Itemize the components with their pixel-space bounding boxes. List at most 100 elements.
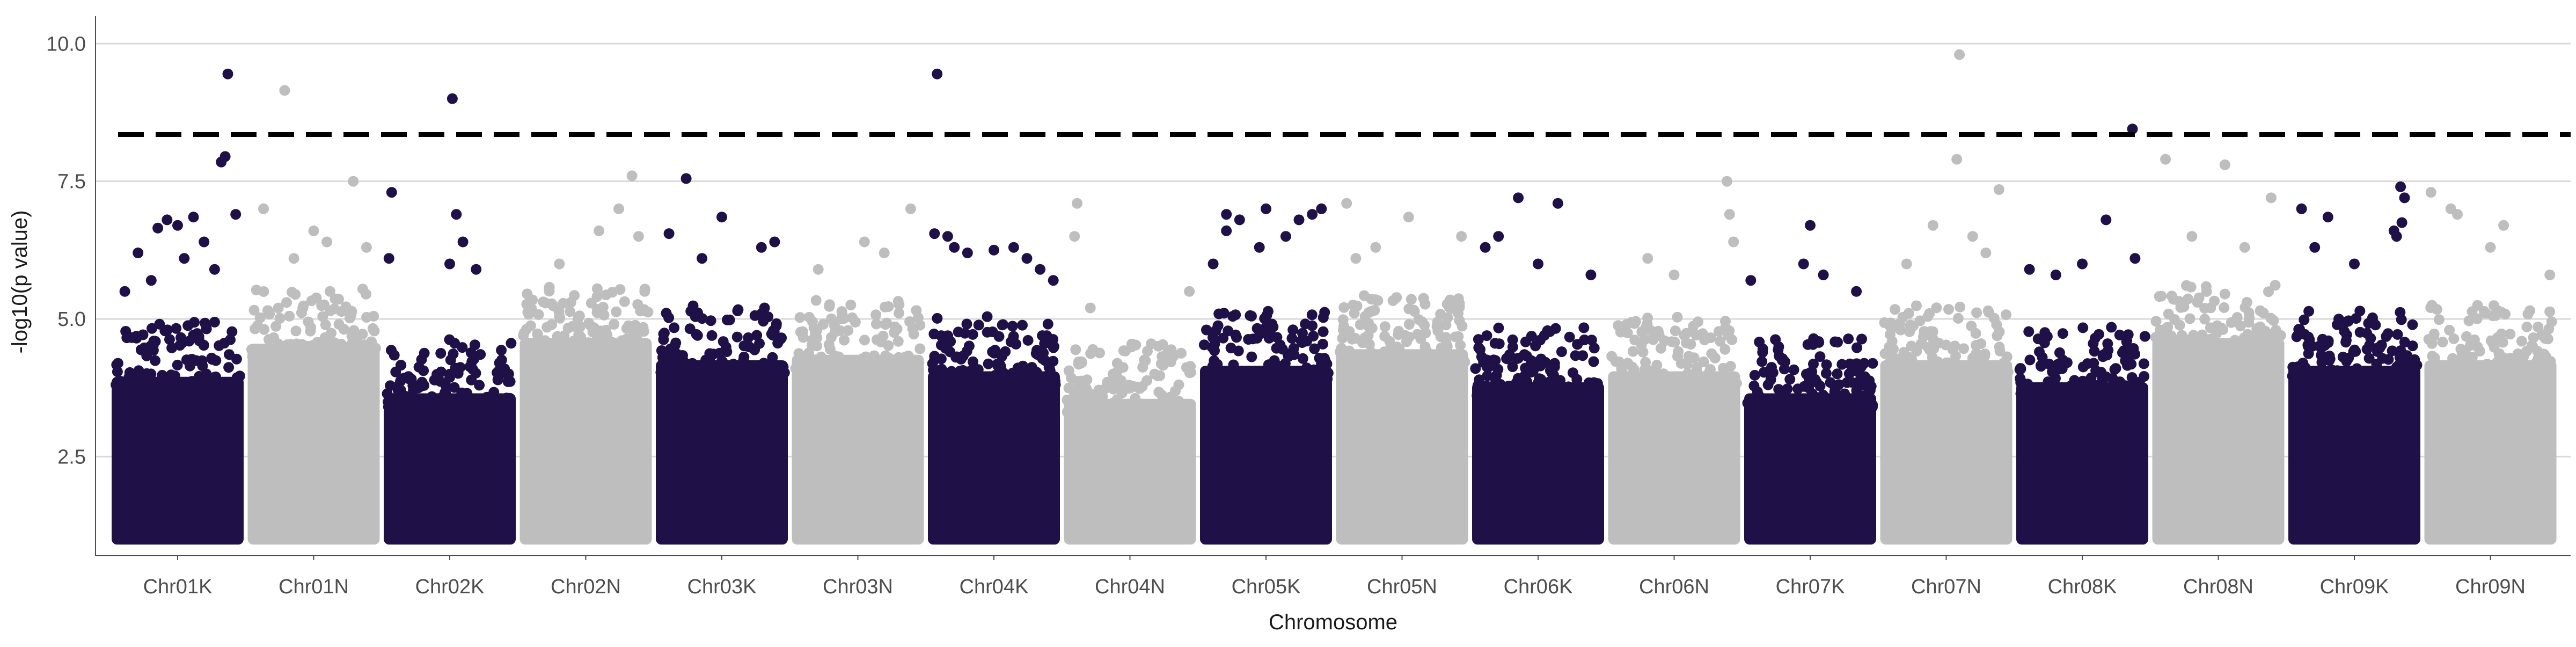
snp-point [674,356,685,367]
snp-point [1588,356,1599,367]
snp-point [1494,338,1505,350]
snp-point [1403,303,1415,315]
significant-snp-point [1350,253,1362,264]
snp-point [1278,363,1290,374]
snp-point [2244,312,2255,323]
snp-point [1549,358,1560,369]
snp-point [2057,328,2068,339]
snp-point [175,332,186,343]
snp-point [1784,374,1796,385]
snp-point [1526,331,1537,342]
snp-point [254,351,265,362]
snp-point [2192,297,2203,308]
snp-point [1867,358,1878,369]
snp-point [1230,329,1241,340]
x-tick-label: Chr01N [279,576,349,598]
snp-point [2029,390,2040,401]
snp-point [1384,336,1395,347]
snp-point [1700,373,1711,384]
snp-point [418,365,429,376]
snp-point [859,335,870,346]
snp-point [1365,306,1377,317]
significant-snp-point [2399,192,2410,203]
snp-point [329,303,340,315]
snp-point [1577,350,1589,361]
snp-point [1726,374,1738,386]
snp-point [1246,310,1257,322]
significant-snp-point [594,225,605,236]
snp-point [1864,397,1876,409]
snp-point [2323,335,2334,346]
snp-point [1287,324,1299,336]
snp-point [225,334,236,345]
snp-point [871,318,882,330]
snp-point [776,332,787,344]
snp-point [628,346,639,358]
snp-point [911,305,922,316]
snp-point [1927,326,1938,337]
snp-point [587,326,598,338]
significant-snp-point [1585,270,1597,280]
snp-point [1917,368,1928,380]
snp-point [1801,368,1812,380]
snp-point [1366,294,1377,305]
significant-snp-point [554,258,565,270]
points-layer [111,49,2557,545]
significant-snp-point [451,209,462,220]
snp-point [2024,354,2036,366]
snp-point [1706,348,1717,359]
snp-point [383,401,394,412]
snp-point [2487,337,2498,348]
snp-point [554,312,566,324]
snp-point [1482,370,1493,381]
significant-snp-point [152,222,164,234]
significant-snp-point [2186,231,2198,242]
snp-point [1843,368,1855,379]
snp-point [526,345,537,357]
snp-point [1812,402,1824,413]
snp-point [2370,319,2381,331]
snp-point [2258,307,2269,318]
snp-point [1160,402,1171,413]
snp-point [1069,389,1080,401]
snp-point [1986,368,1996,380]
snp-point [2542,333,2553,345]
snp-point [2184,313,2196,324]
snp-point [1128,381,1139,392]
snp-point [1994,326,2005,337]
snp-point [303,316,314,328]
significant-snp-point [1745,275,1757,286]
snp-point [2263,286,2274,297]
snp-point [145,368,157,380]
snp-point [2185,281,2197,293]
snp-point [1317,338,1328,350]
snp-point [206,382,216,394]
significant-snp-point [1234,214,1245,226]
significant-snp-point [2265,192,2277,203]
snp-point [1412,329,1423,340]
x-tick-label: Chr01K [143,576,213,598]
snp-point [583,317,595,329]
significant-snp-point [769,236,780,248]
significant-snp-point [1072,198,1083,209]
snp-point [1114,381,1124,392]
snp-point [2246,335,2258,346]
snp-point [855,363,867,374]
snp-point [591,283,603,294]
snp-point [767,352,778,363]
significant-snp-point [1728,236,1739,248]
snp-point [2315,370,2326,382]
snp-point [1851,342,1862,353]
significant-snp-point [258,203,269,214]
snp-point [2102,338,2113,350]
chromosome-point-cloud [1200,366,1332,545]
snp-point [271,343,282,354]
snp-point [532,328,543,339]
snp-point [392,381,403,392]
snp-point [997,319,1008,330]
snp-point [1085,348,1096,359]
significant-snp-point [1533,258,1543,270]
snp-point [1808,359,1819,369]
significant-snp-point [2349,258,2360,270]
snp-point [818,319,829,330]
